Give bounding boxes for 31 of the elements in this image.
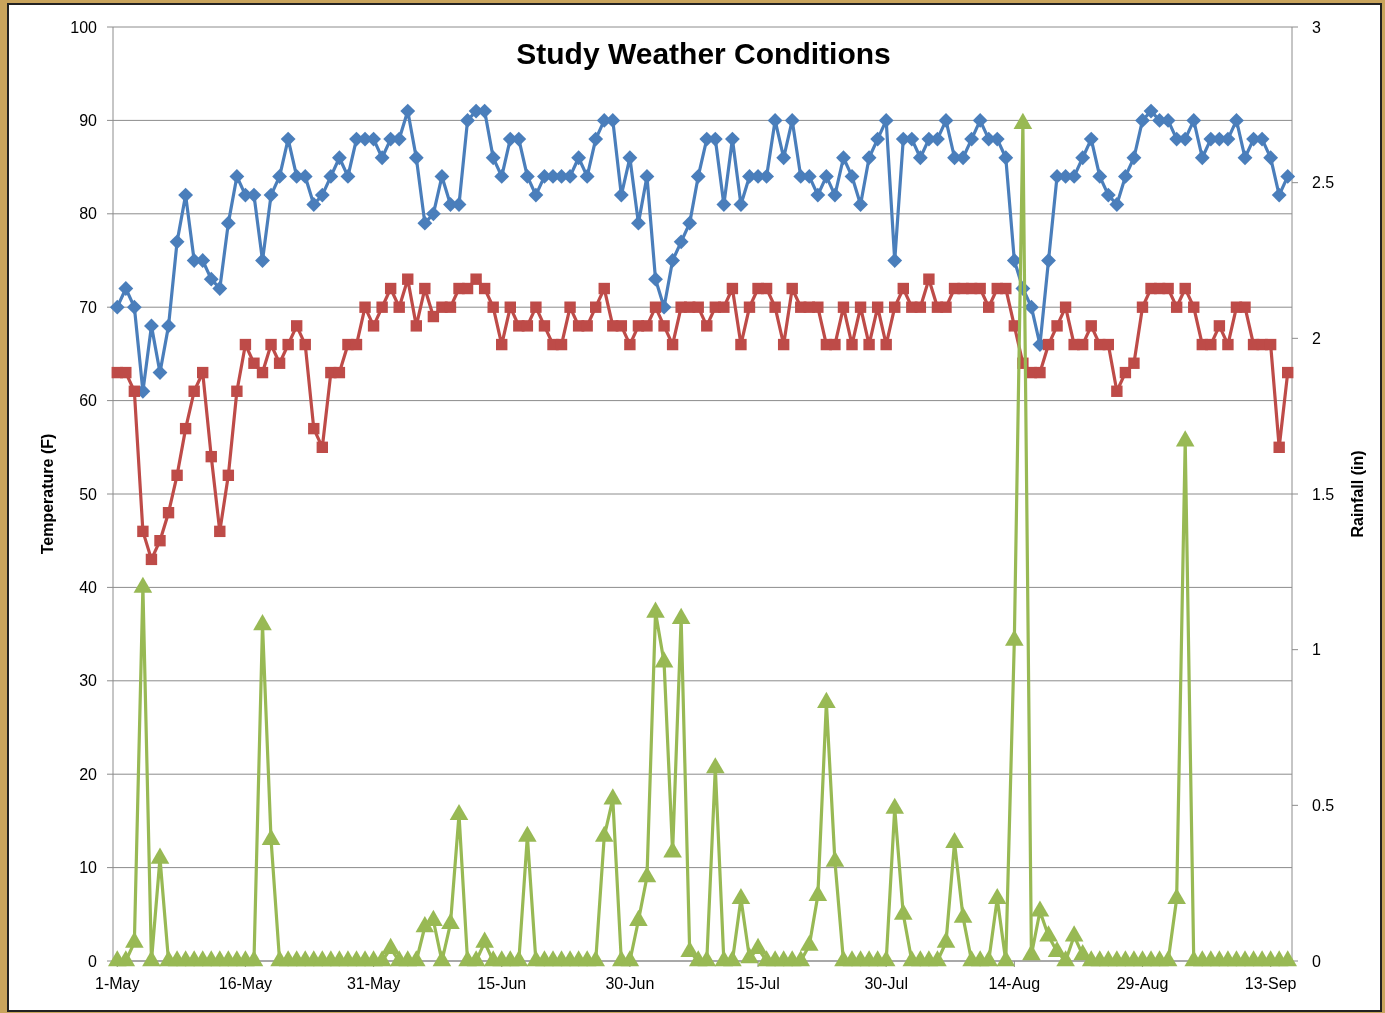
x-tick-label: 30-Jul xyxy=(864,975,908,992)
x-tick-label: 13-Sep xyxy=(1244,975,1297,992)
x-tick-label: 1-May xyxy=(95,975,140,992)
x-tick-label: 16-May xyxy=(218,975,273,992)
y-tick-label: 80 xyxy=(79,205,98,223)
y2-tick-label: 0 xyxy=(1312,952,1321,970)
chart-title: Study Weather Conditions xyxy=(516,37,891,70)
y-tick-label: 90 xyxy=(79,112,98,129)
y-tick-label: 20 xyxy=(79,765,98,783)
y-tick-label: 30 xyxy=(79,672,98,690)
y2-tick-label: 3 xyxy=(1312,18,1321,36)
y-tick-label: 0 xyxy=(88,952,98,970)
x-tick-label: 15-Jun xyxy=(477,975,527,992)
y2-tick-label: 2 xyxy=(1312,329,1321,347)
y2-tick-label: 2.5 xyxy=(1312,174,1335,192)
x-tick-label: 29-Aug xyxy=(1116,975,1169,992)
y-tick-label: 50 xyxy=(79,485,98,503)
y-tick-label: 10 xyxy=(79,859,98,877)
y2-tick-label: 1 xyxy=(1312,641,1321,659)
x-tick-label: 15-Jul xyxy=(736,975,780,992)
y2-tick-label: 0.5 xyxy=(1312,796,1335,814)
y-tick-label: 40 xyxy=(79,579,98,596)
x-tick-label: 30-Jun xyxy=(605,975,655,992)
y-tick-label: 70 xyxy=(79,298,98,316)
y-tick-label: 100 xyxy=(70,18,98,36)
x-tick-label: 31-May xyxy=(346,975,401,992)
y-axis-title: Temperature (F) xyxy=(39,433,56,555)
y2-axis-title: Rainfall (in) xyxy=(1349,450,1366,538)
y-tick-label: 60 xyxy=(79,392,98,410)
x-tick-label: 14-Aug xyxy=(988,975,1041,992)
y2-tick-label: 1.5 xyxy=(1312,485,1335,503)
